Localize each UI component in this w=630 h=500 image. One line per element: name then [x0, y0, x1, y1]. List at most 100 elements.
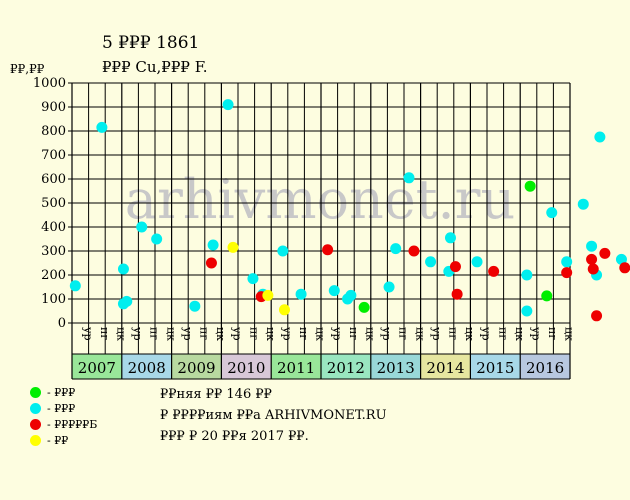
- data-point: [408, 245, 420, 257]
- data-point: [594, 131, 606, 143]
- year-box: [420, 354, 471, 379]
- chart-title: 5 ₽₽₽ 1861: [102, 33, 200, 53]
- data-point: [403, 172, 415, 184]
- year-box: [271, 354, 321, 379]
- data-point: [561, 267, 573, 279]
- legend-swatch-2: [30, 418, 41, 430]
- period-label: ур: [131, 327, 144, 341]
- data-point: [96, 121, 108, 133]
- info-line-2: ₽ ₽₽₽₽иям ₽₽а ARHIVMONET.RU: [160, 408, 387, 423]
- year-label: 2015: [476, 359, 514, 377]
- year-label: 2012: [327, 359, 365, 377]
- data-point: [121, 295, 133, 307]
- data-point: [247, 273, 259, 285]
- legend-label-0: - ₽₽₽: [47, 385, 76, 399]
- y-tick-label: 0: [58, 316, 66, 331]
- data-point: [295, 288, 307, 300]
- data-point: [277, 245, 289, 257]
- year-label: 2007: [78, 359, 116, 377]
- data-point: [328, 285, 340, 297]
- y-tick-label: 400: [41, 220, 66, 235]
- year-box: [72, 354, 122, 379]
- data-point: [227, 241, 239, 253]
- chart-subtitle: ₽₽₽ Cu,₽₽₽ F.: [102, 58, 208, 76]
- data-point: [390, 243, 402, 255]
- info-block: ₽₽няя ₽₽ 146 ₽₽ ₽ ₽₽₽₽иям ₽₽а ARHIVMONET…: [160, 384, 387, 447]
- legend-label-1: - ₽₽₽: [47, 401, 76, 415]
- legend-item-2: - ₽₽₽₽₽Б: [30, 416, 97, 432]
- data-point: [151, 233, 163, 245]
- data-point: [222, 99, 234, 111]
- data-point: [207, 239, 219, 251]
- data-point: [136, 221, 148, 233]
- year-box: [321, 354, 371, 379]
- year-box: [520, 354, 570, 379]
- data-point: [546, 207, 558, 219]
- period-label: пг: [297, 327, 310, 340]
- period-label: пг: [347, 327, 360, 340]
- data-point: [451, 288, 463, 300]
- legend-swatch-0: [30, 386, 41, 398]
- data-point: [561, 256, 573, 268]
- period-label: цк: [214, 327, 227, 341]
- data-point: [383, 281, 395, 293]
- legend-swatch-3: [30, 434, 41, 446]
- data-point: [449, 261, 461, 273]
- period-label: цк: [364, 327, 377, 341]
- data-point: [278, 304, 290, 316]
- period-label: ур: [81, 327, 94, 341]
- y-tick-label: 700: [41, 148, 66, 163]
- data-point: [619, 262, 630, 274]
- data-point: [488, 265, 500, 277]
- period-label: ур: [480, 327, 493, 341]
- legend-swatch-1: [30, 402, 41, 414]
- period-label: ур: [281, 327, 294, 341]
- year-box: [171, 354, 222, 379]
- data-point: [521, 305, 533, 317]
- period-label: ур: [330, 327, 343, 341]
- period-label: цк: [563, 327, 576, 341]
- data-point: [471, 256, 483, 268]
- year-label: 2016: [526, 359, 564, 377]
- data-point: [69, 280, 81, 292]
- period-label: цк: [115, 327, 128, 341]
- period-label: пг: [247, 327, 260, 340]
- period-label: ур: [380, 327, 393, 341]
- data-point: [577, 198, 589, 210]
- data-point: [262, 289, 274, 301]
- y-tick-label: 300: [41, 244, 66, 259]
- period-label: ур: [231, 327, 244, 341]
- watermark: arhivmonet.ru: [125, 168, 515, 231]
- period-label: цк: [413, 327, 426, 341]
- year-label: 2008: [128, 359, 166, 377]
- period-label: ур: [530, 327, 543, 341]
- period-label: пг: [447, 327, 460, 340]
- y-tick-label: 200: [41, 268, 66, 283]
- y-tick-label: 1000: [33, 76, 66, 91]
- year-box: [121, 354, 172, 379]
- y-tick-label: 800: [41, 124, 66, 139]
- data-point: [117, 263, 129, 275]
- y-tick-label: 900: [41, 100, 66, 115]
- legend-item-1: - ₽₽₽: [30, 400, 97, 416]
- year-box: [470, 354, 521, 379]
- data-point: [205, 257, 217, 269]
- period-label: цк: [164, 327, 177, 341]
- data-point: [615, 253, 627, 265]
- period-label: цк: [513, 327, 526, 341]
- period-label: цк: [314, 327, 327, 341]
- year-label: 2013: [377, 359, 415, 377]
- y-tick-label: 600: [41, 172, 66, 187]
- y-tick-label: 100: [41, 292, 66, 307]
- data-point: [444, 232, 456, 244]
- data-point: [586, 253, 598, 265]
- data-point: [322, 244, 334, 256]
- year-label: 2014: [426, 359, 464, 377]
- data-point: [599, 247, 611, 259]
- period-label: пг: [496, 327, 509, 340]
- data-point: [541, 290, 553, 302]
- y-tick-label: 500: [41, 196, 66, 211]
- year-label: 2009: [177, 359, 215, 377]
- period-label: пг: [148, 327, 161, 340]
